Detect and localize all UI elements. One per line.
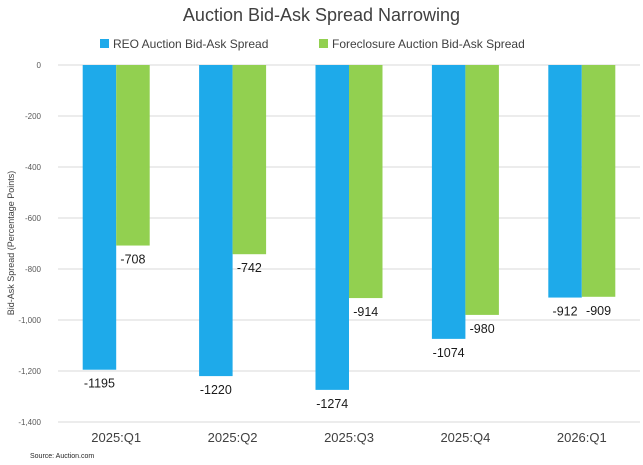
legend-swatch-foreclosure xyxy=(319,39,328,48)
bar-reo-2025-q1[interactable] xyxy=(82,65,117,370)
x-tick-label: 2025:Q1 xyxy=(91,430,141,445)
data-label-foreclosure: -742 xyxy=(237,261,262,275)
legend-swatch-reo xyxy=(100,39,109,48)
chart-title: Auction Bid-Ask Spread Narrowing xyxy=(183,5,460,25)
legend-label-foreclosure: Foreclosure Auction Bid-Ask Spread xyxy=(332,37,525,51)
bar-reo-2025-q4[interactable] xyxy=(431,65,466,339)
data-label-reo: -1074 xyxy=(433,346,465,360)
bar-foreclosure-2025-q2[interactable] xyxy=(232,65,267,255)
legend-label-reo: REO Auction Bid-Ask Spread xyxy=(113,37,268,51)
x-tick-label: 2025:Q4 xyxy=(440,430,490,445)
bar-foreclosure-2025-q3[interactable] xyxy=(349,65,383,299)
bar-reo-2025-q2[interactable] xyxy=(199,65,233,377)
bar-foreclosure-2025-q4[interactable] xyxy=(465,65,499,315)
x-axis-ticks: 2025:Q1 2025:Q2 2025:Q3 2025:Q4 2026:Q1 xyxy=(91,430,606,445)
bar-reo-2025-q3[interactable] xyxy=(315,65,350,390)
bar-foreclosure-2026-q1[interactable] xyxy=(581,65,616,297)
x-tick-label: 2025:Q2 xyxy=(208,430,258,445)
source-note: Source: Auction.com xyxy=(30,453,94,460)
data-label-foreclosure: -909 xyxy=(586,304,611,318)
data-label-reo: -1220 xyxy=(200,383,232,397)
y-tick-label: -1,400 xyxy=(18,418,41,427)
y-axis-label: Bid-Ask Spread (Percentage Points) xyxy=(6,171,16,316)
data-label-foreclosure: -708 xyxy=(120,253,145,267)
legend-item-foreclosure[interactable]: Foreclosure Auction Bid-Ask Spread xyxy=(319,37,525,51)
data-label-reo: -912 xyxy=(553,305,578,319)
bar-reo-2026-q1[interactable] xyxy=(548,65,582,298)
y-axis-ticks: 0 -200 -400 -600 -800 -1,000 -1,200 -1,400 xyxy=(18,61,41,427)
y-tick-label: -1,200 xyxy=(18,367,41,376)
y-tick-label: -600 xyxy=(25,214,42,223)
bars xyxy=(82,65,616,390)
x-tick-label: 2026:Q1 xyxy=(557,430,607,445)
legend-item-reo[interactable]: REO Auction Bid-Ask Spread xyxy=(100,37,268,51)
data-label-reo: -1274 xyxy=(316,397,348,411)
y-tick-label: -800 xyxy=(25,265,42,274)
data-label-reo: -1195 xyxy=(84,377,115,391)
data-labels: -1195 -708 -1220 -742 -1274 -914 -1074 -980 -912… xyxy=(84,253,611,411)
x-tick-label: 2025:Q3 xyxy=(324,430,374,445)
y-tick-label: -400 xyxy=(25,163,42,172)
y-tick-label: -200 xyxy=(25,112,42,121)
y-tick-label: -1,000 xyxy=(18,316,41,325)
bar-foreclosure-2025-q1[interactable] xyxy=(116,65,150,246)
data-label-foreclosure: -914 xyxy=(353,305,378,319)
legend: REO Auction Bid-Ask Spread Foreclosure A… xyxy=(100,37,525,51)
y-tick-label: 0 xyxy=(37,61,42,70)
data-label-foreclosure: -980 xyxy=(470,322,495,336)
